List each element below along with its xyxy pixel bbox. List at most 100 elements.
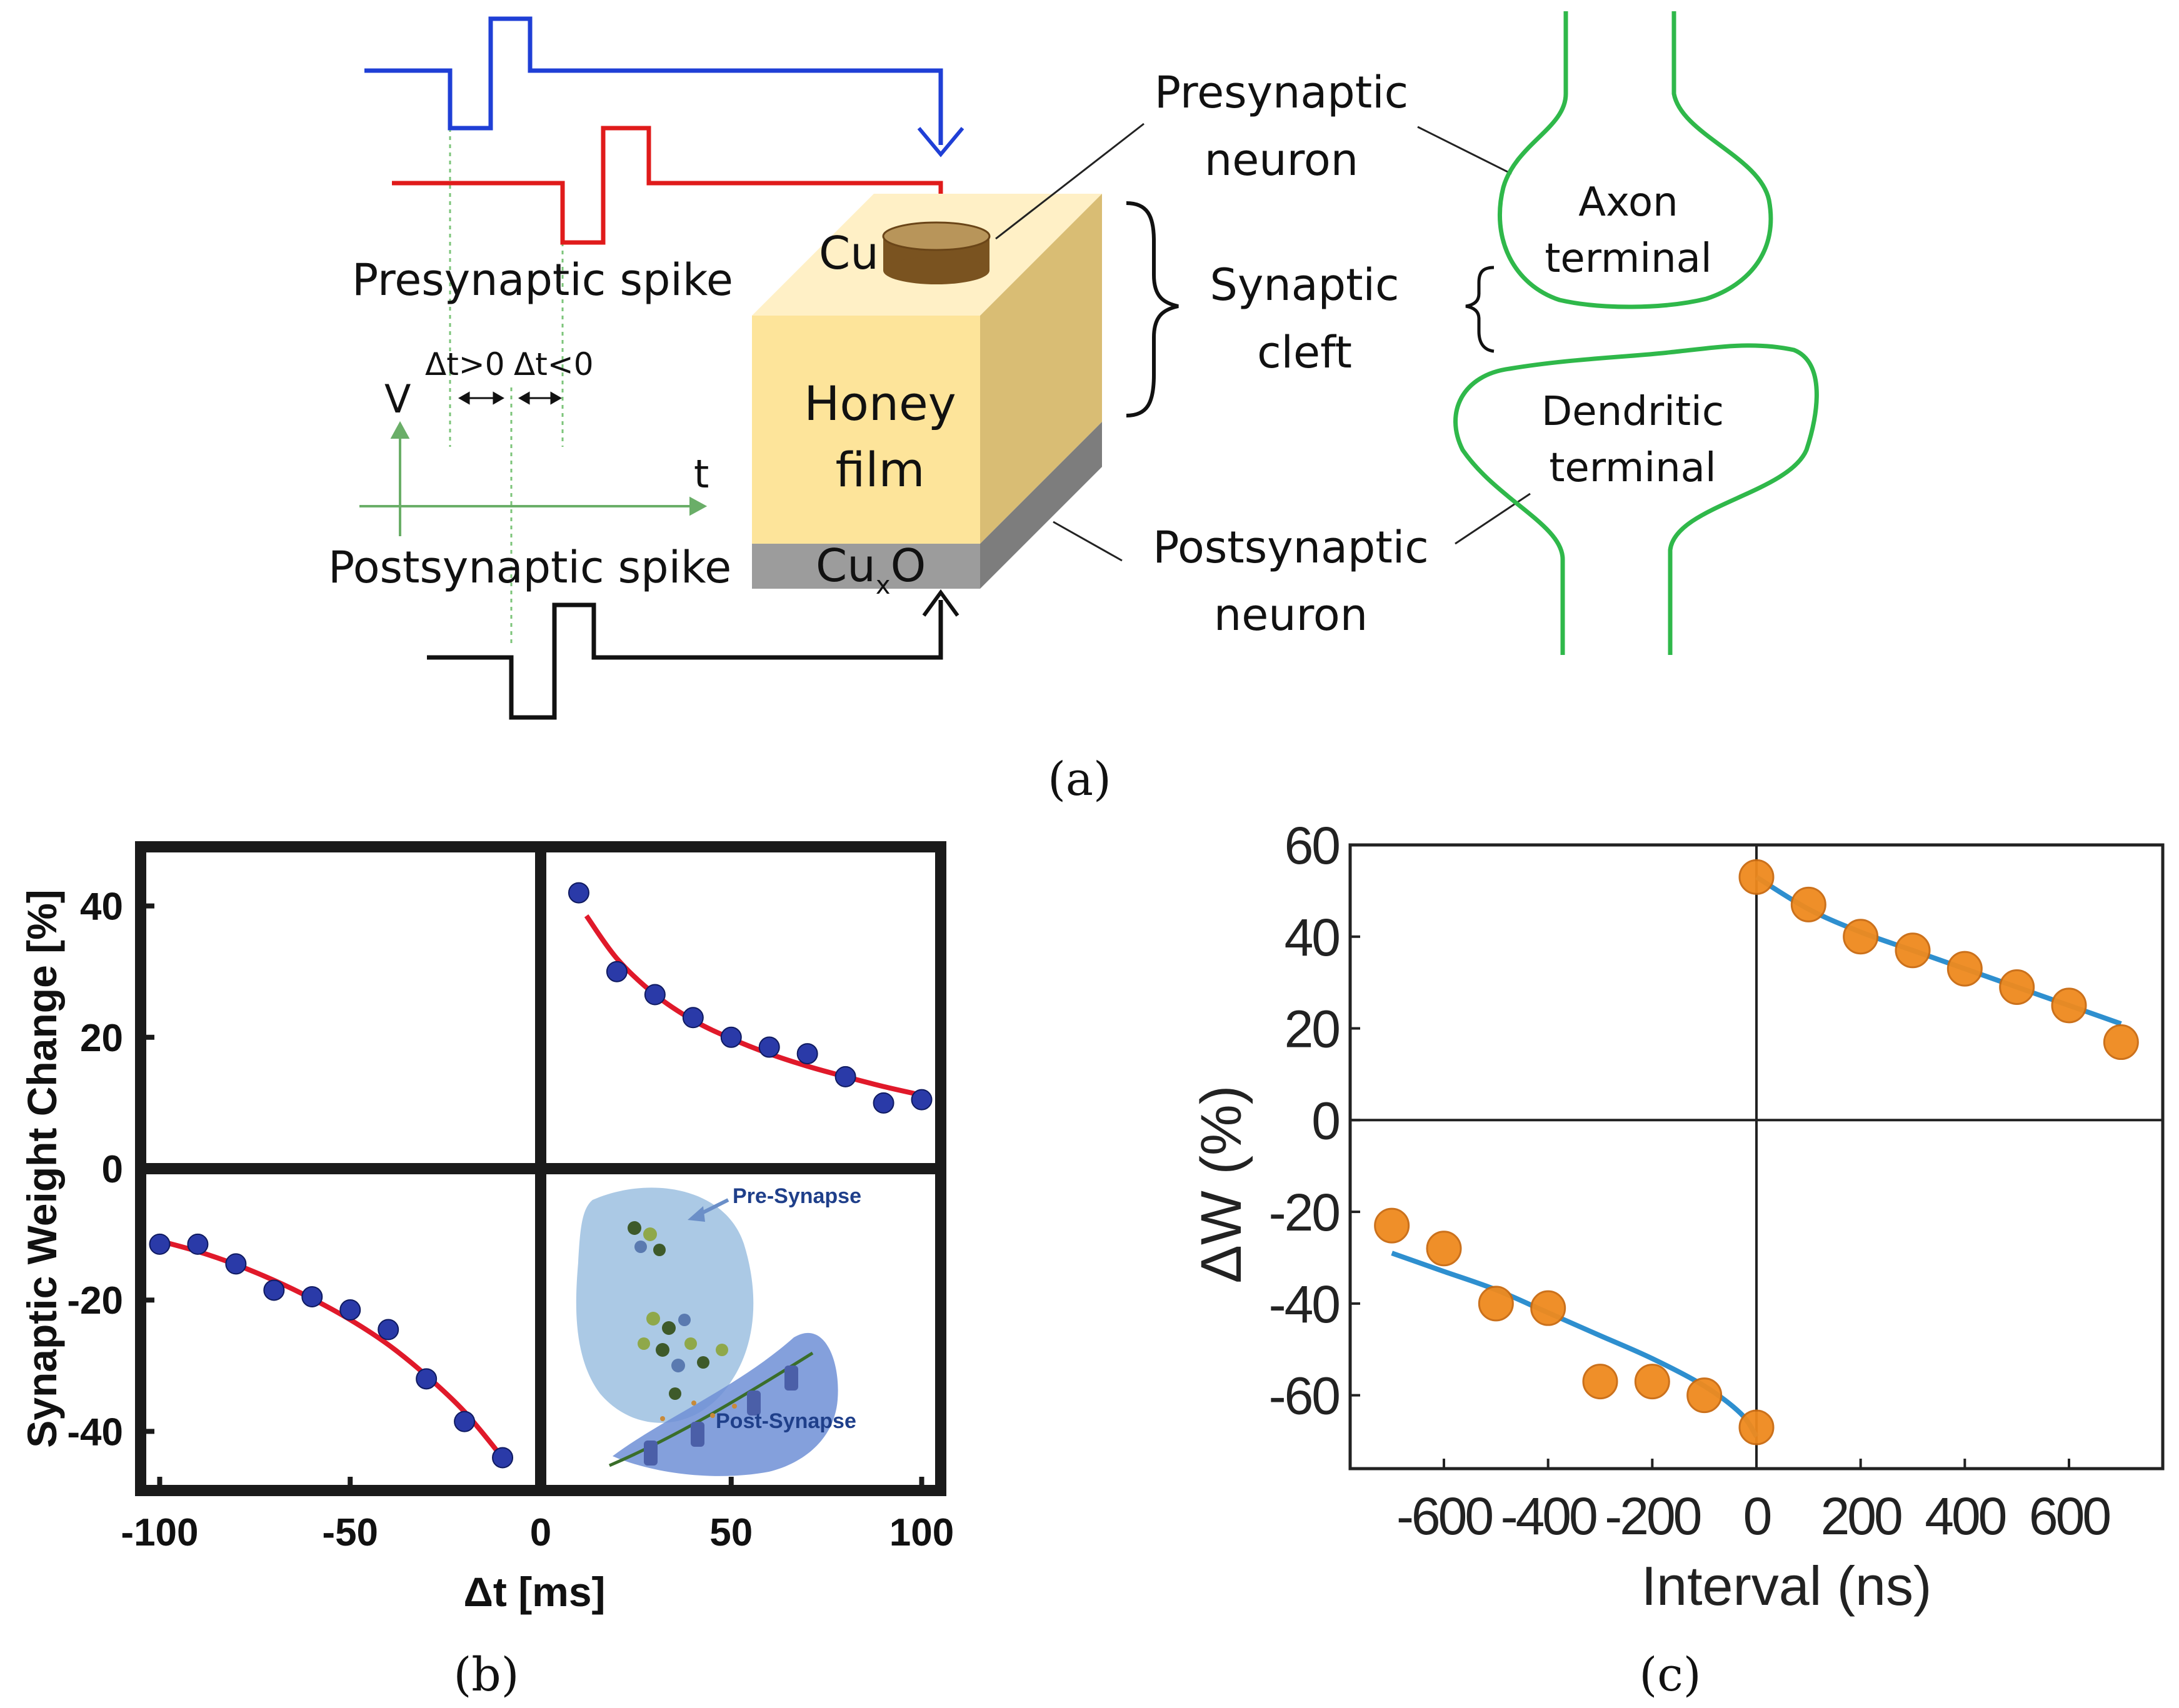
dt-positive-label: Δt>0: [425, 346, 505, 382]
chart-b-point: [263, 1279, 285, 1301]
brace-small: [1465, 266, 1495, 353]
chart-c-ytick-label: 40: [1285, 908, 1340, 967]
chart-b-point: [225, 1253, 247, 1275]
brace-large: [1126, 201, 1179, 417]
chart-c-point: [1686, 1377, 1723, 1414]
chart-b-point: [187, 1233, 209, 1255]
chart-b-point: [911, 1089, 933, 1111]
chart-b-fit-line: [159, 1238, 505, 1459]
honey-film-side: [980, 194, 1102, 544]
cuxo-label: CuxO: [816, 539, 926, 600]
postsynaptic-pulse: [427, 600, 943, 720]
synapse-inset-illustration: Pre-Synapse Post-Synapse: [576, 1184, 861, 1476]
v-axis-head: [390, 421, 410, 439]
chart-b-point: [682, 1007, 704, 1029]
postsynaptic-neuron-line1: Postsynaptic: [1153, 522, 1428, 573]
postsynaptic-neuron-line2: neuron: [1214, 589, 1368, 641]
chart-c-point: [1738, 1409, 1775, 1446]
chart-b-point: [492, 1447, 514, 1469]
dt-arrow-right-head-a: [518, 391, 530, 405]
dendritic-terminal-line2: terminal: [1549, 445, 1716, 491]
presynaptic-pulse-blue: [364, 16, 943, 145]
chart-b-point: [149, 1233, 171, 1255]
chart-c-xtick-label: 200: [1821, 1487, 1901, 1546]
chart-b-xtick-label: 50: [709, 1511, 753, 1554]
chart-b-point: [416, 1368, 438, 1390]
timing-guides: [449, 128, 564, 644]
chart-b-ylabel: Synaptic Weight Change [%]: [19, 889, 65, 1448]
presynaptic-spike-label: Presynaptic spike: [352, 254, 733, 306]
cu-electrode-label: Cu: [819, 227, 879, 279]
leader-electrode: [995, 122, 1145, 240]
cuxo-subscript: x: [876, 571, 891, 600]
pre-synapse-label: Pre-Synapse: [733, 1184, 861, 1208]
chart-b-ytick-label: -40: [67, 1411, 123, 1454]
chart-b-point: [834, 1066, 856, 1087]
presynaptic-neuron-line1: Presynaptic: [1155, 67, 1408, 118]
chart-b-xtick-label: -50: [322, 1511, 378, 1554]
chart-c-xtick-label: -600: [1396, 1487, 1492, 1546]
panel-b: Pre-Synapse Post-Synapse -100 -50 0 50 100 40…: [19, 841, 954, 1702]
axon-terminal-line1: Axon: [1578, 179, 1678, 226]
chart-c-point: [1895, 932, 1931, 969]
honey-film-label-line2: film: [835, 442, 924, 497]
caption-b: (b): [453, 1648, 519, 1702]
chart-c-ytick-label: -60: [1269, 1367, 1340, 1426]
presynaptic-pulse-red: [392, 126, 943, 245]
panel-c: -600 -400 -200 0 200 400 6006040200-20-40-60In…: [1190, 816, 2165, 1702]
chart-c-point: [1738, 859, 1775, 895]
chart-b-point: [644, 984, 666, 1006]
dendritic-terminal-outline: [1453, 343, 1819, 655]
chart-c-ytick-label: -40: [1269, 1275, 1340, 1334]
chart-b: -100 -50 0 50 100 40 20 0 -20 -40 Δt [ms] Synaptic …: [19, 841, 954, 1615]
cuxo-layer-front: [752, 544, 980, 589]
panel-a: Presynaptic spike Postsynaptic spike Δt>…: [328, 11, 1819, 806]
chart-b-point: [758, 1036, 780, 1058]
chart-c-point: [1843, 919, 1879, 955]
chart-c-point: [1790, 886, 1826, 922]
chart-c-xtick-label: 0: [1743, 1487, 1771, 1546]
dt-arrow-left-head-a: [458, 391, 470, 405]
chart-b-point: [873, 1092, 894, 1114]
cuxo-base: Cu: [816, 539, 876, 592]
arrowhead-black: [922, 589, 959, 617]
dt-negative-label: Δt<0: [514, 346, 594, 382]
dt-arrows: [458, 391, 563, 405]
axon-terminal-outline: [1497, 11, 1773, 309]
dendritic-terminal-line1: Dendritic: [1541, 389, 1724, 435]
dt-arrow-left-head-b: [493, 391, 505, 405]
chart-b-ytick-label: 0: [102, 1148, 123, 1191]
chart-c-xlabel: Interval (ns): [1641, 1555, 1932, 1617]
chart-b-point: [568, 882, 589, 904]
cuxo-layer-side: [980, 422, 1102, 589]
chart-c-ytick-label: 20: [1285, 1000, 1340, 1059]
cu-electrode-top: [882, 221, 991, 251]
honey-film-label-line1: Honey: [804, 376, 956, 431]
leader-cuxo: [1053, 521, 1123, 562]
chart-b-xtick-label: -100: [121, 1511, 198, 1554]
chart-b-ytick-label: 40: [80, 886, 123, 929]
chart-b-point: [378, 1319, 399, 1341]
synaptic-cleft-line2: cleft: [1257, 327, 1352, 378]
chart-c-xtick-label: 600: [2029, 1487, 2110, 1546]
chart-c-point: [1530, 1290, 1566, 1326]
axon-terminal-line2: terminal: [1545, 236, 1711, 282]
chart-c-point: [1634, 1364, 1670, 1400]
cuxo-tail: O: [891, 539, 926, 592]
chart-c-ytick-label: -20: [1269, 1183, 1340, 1242]
chart-b-point: [301, 1286, 323, 1307]
vesicles: [628, 1221, 737, 1421]
caption-c: (c): [1639, 1648, 1701, 1702]
caption-a: (a): [1048, 752, 1111, 806]
chart-c-point: [1374, 1207, 1410, 1244]
cu-electrode-bottom: [883, 257, 989, 284]
honey-film-front: [752, 316, 980, 544]
chart-b-point: [454, 1411, 476, 1432]
post-synapse-membrane: [609, 1351, 814, 1467]
chart-b-point: [339, 1299, 361, 1321]
presynaptic-neuron-line2: neuron: [1205, 134, 1358, 186]
chart-c-point: [1582, 1364, 1618, 1400]
vt-axes: [359, 421, 708, 536]
t-axis-label: t: [694, 451, 709, 497]
